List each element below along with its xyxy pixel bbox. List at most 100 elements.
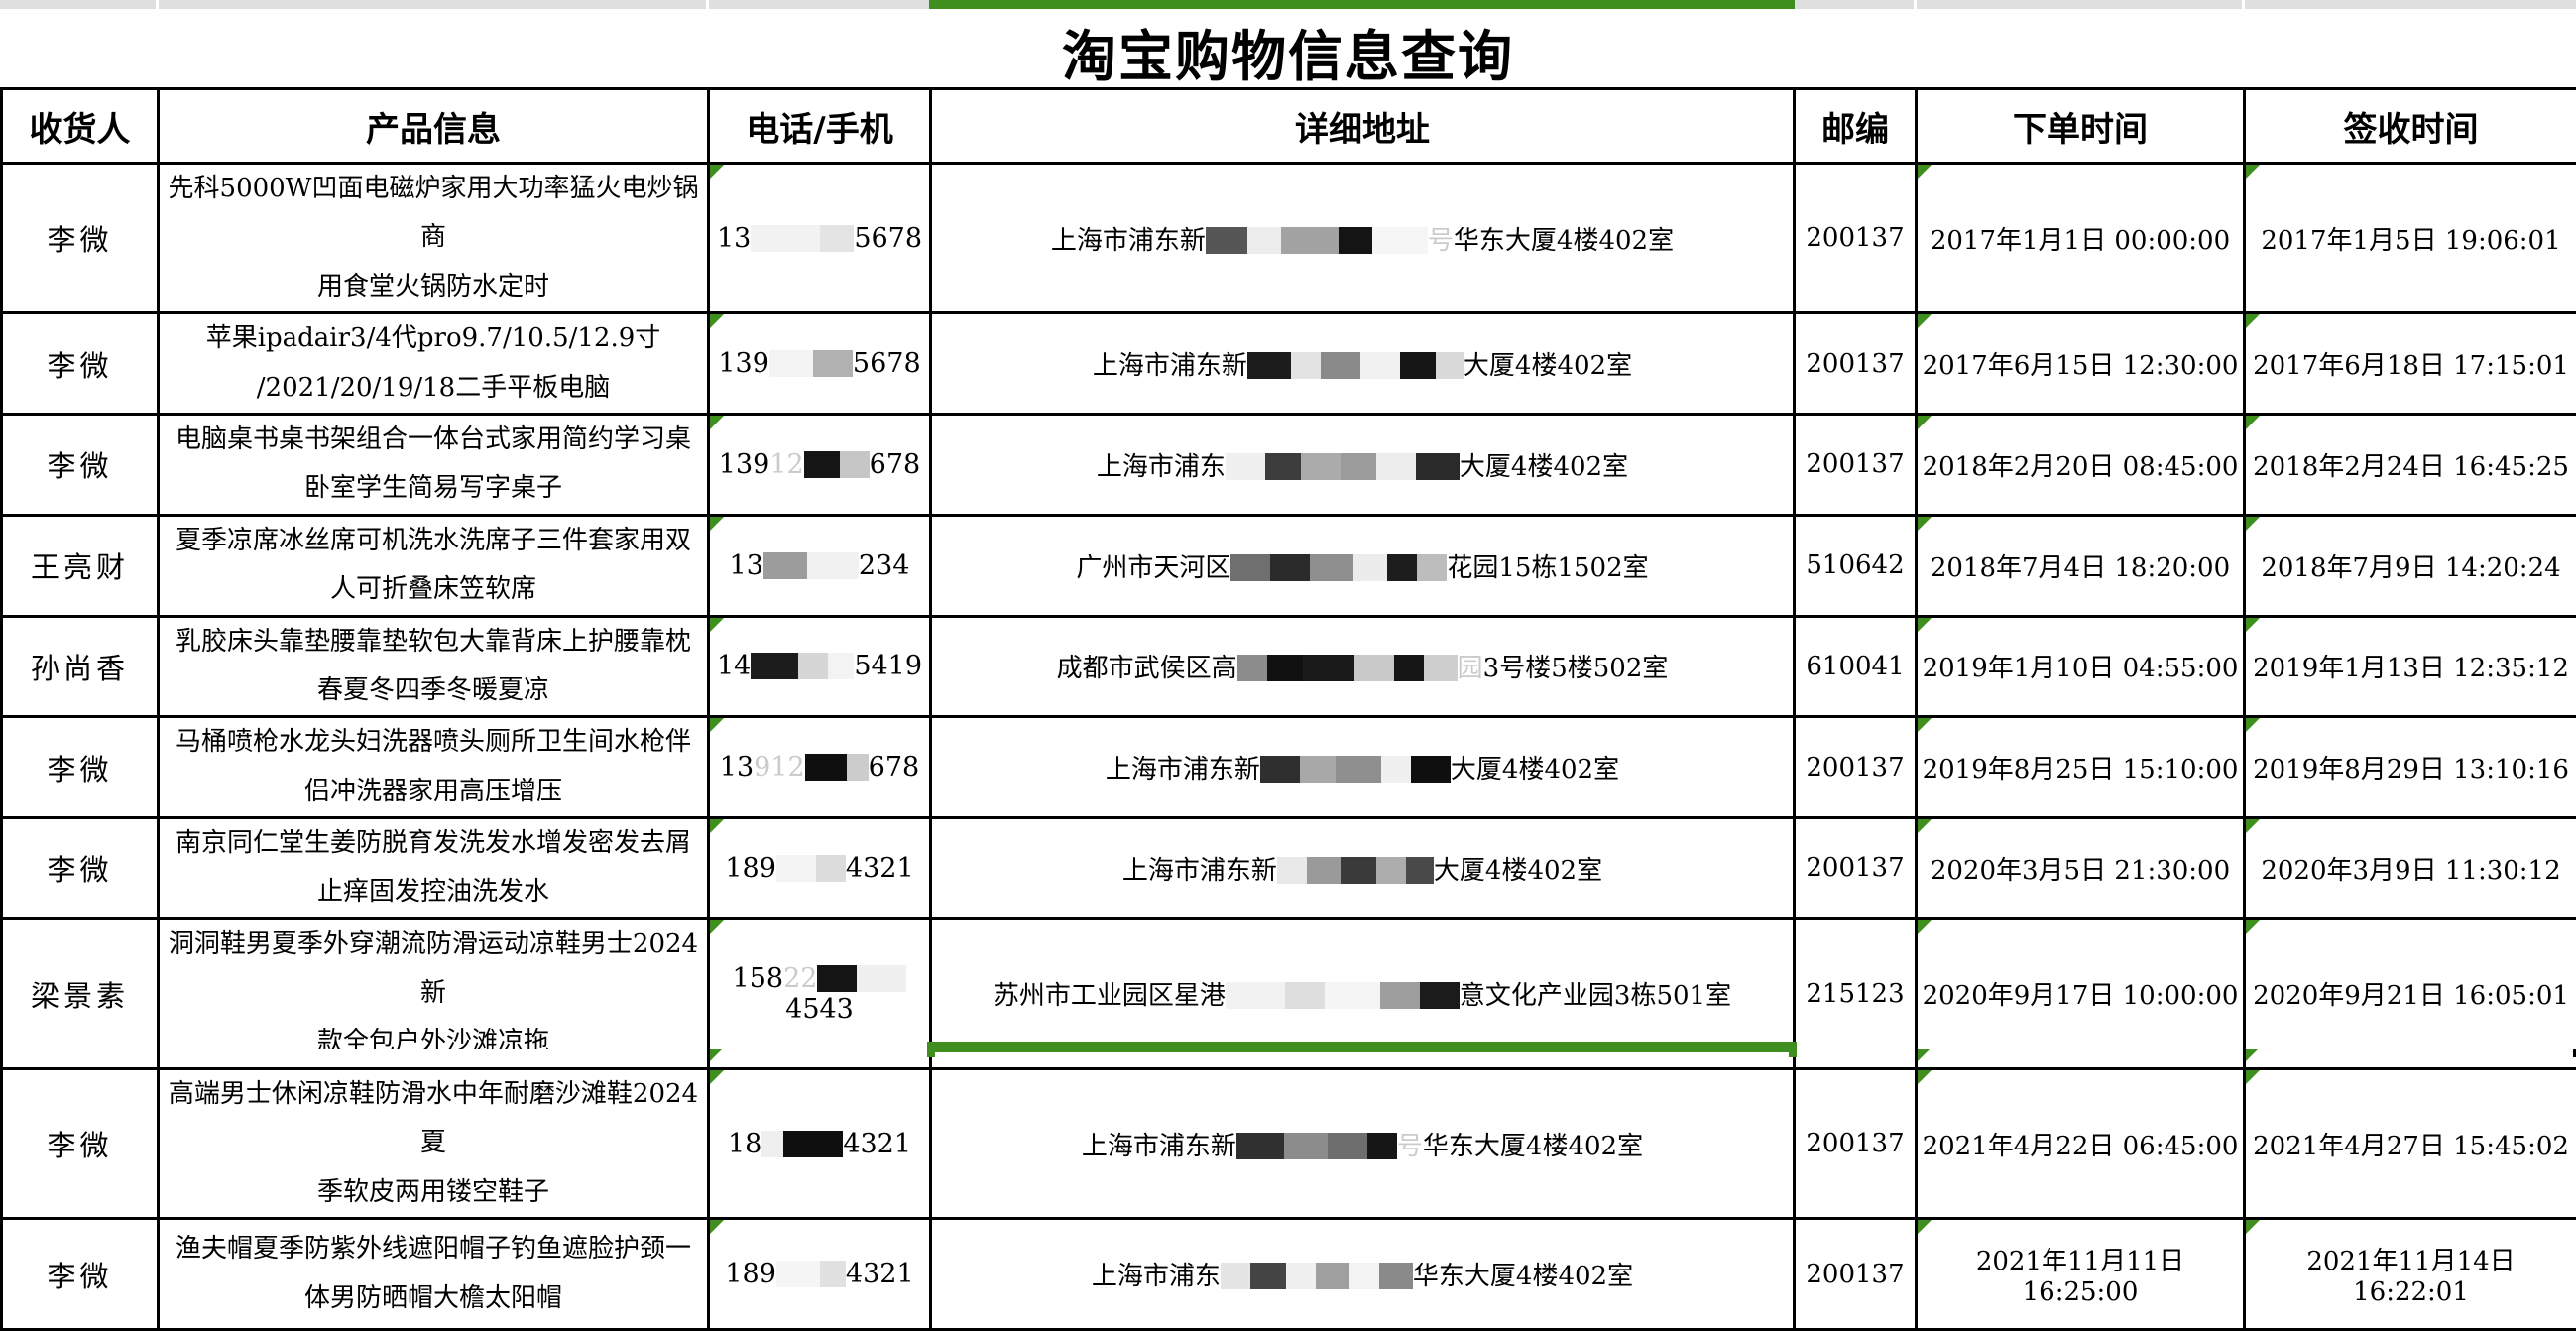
cell-recipient[interactable]: 李微: [2, 717, 159, 818]
cell-order-time[interactable]: 2020年3月5日 21:30:00: [1917, 818, 2245, 919]
redaction-box: [1265, 453, 1301, 480]
cell-sign-time[interactable]: 2020年9月21日 16:05:01: [2245, 918, 2576, 1068]
cell-product[interactable]: 高端男士休闲凉鞋防滑水中年耐磨沙滩鞋2024夏季软皮两用镂空鞋子: [159, 1069, 709, 1219]
product-line: 用食堂火锅防水定时: [164, 263, 703, 311]
cell-sign-time[interactable]: 2017年6月18日 17:15:01: [2245, 313, 2576, 415]
cell-sign-time[interactable]: 2019年1月13日 12:35:12: [2245, 616, 2576, 717]
cell-product[interactable]: 电脑桌书桌书架组合一体台式家用简约学习桌卧室学生简易写字桌子: [159, 414, 709, 515]
cell-address[interactable]: 上海市浦东新号华东大厦4楼402室: [931, 164, 1795, 313]
cell-order-time[interactable]: 2021年11月11日 16:25:00: [1917, 1219, 2245, 1330]
text-fragment: 上海市浦东: [1097, 452, 1226, 482]
cell-product[interactable]: 马桶喷枪水龙头妇洗器喷头厕所卫生间水枪伴侣冲洗器家用高压增压: [159, 717, 709, 818]
cell-postcode[interactable]: 200137: [1795, 1069, 1917, 1219]
redaction-box: [1236, 1133, 1284, 1159]
cell-recipient[interactable]: 李微: [2, 414, 159, 515]
cell-address[interactable]: 上海市浦东新大厦4楼402室: [931, 717, 1795, 818]
cell-order-time[interactable]: 2018年2月20日 08:45:00: [1917, 414, 2245, 515]
cell-postcode[interactable]: 510642: [1795, 515, 1917, 616]
cell-recipient[interactable]: 李微: [2, 1219, 159, 1330]
flag-triangle-icon: [1918, 416, 1932, 429]
cell-postcode[interactable]: 200137: [1795, 1219, 1917, 1330]
cell-order-time[interactable]: 2019年1月10日 04:55:00: [1917, 616, 2245, 717]
cell-recipient[interactable]: 孙尚香: [2, 616, 159, 717]
cell-address[interactable]: 上海市浦东大厦4楼402室: [931, 414, 1795, 515]
cell-recipient[interactable]: 李微: [2, 164, 159, 313]
flag-triangle-icon: [710, 1070, 724, 1084]
cell-sign-time[interactable]: 2018年7月9日 14:20:24: [2245, 515, 2576, 616]
column-header-address[interactable]: 详细地址: [931, 89, 1795, 164]
cell-sign-time[interactable]: 2021年4月27日 15:45:02: [2245, 1069, 2576, 1219]
cell-recipient[interactable]: 王亮财: [2, 515, 159, 616]
cell-address[interactable]: 广州市天河区花园15栋1502室: [931, 515, 1795, 616]
cell-product[interactable]: 苹果ipadair3/4代pro9.7/10.5/12.9寸/2021/20/1…: [159, 313, 709, 415]
cell-postcode[interactable]: 610041: [1795, 616, 1917, 717]
cell-address[interactable]: 上海市浦东新大厦4楼402室: [931, 818, 1795, 919]
cell-product[interactable]: 洞洞鞋男夏季外穿潮流防滑运动凉鞋男士2024新款全包户外沙滩凉拖: [159, 918, 709, 1068]
text-fragment: 大厦4楼402室: [1464, 351, 1632, 381]
redaction-box: [783, 1131, 843, 1157]
cell-address[interactable]: 成都市武侯区高园3号楼5楼502室: [931, 616, 1795, 717]
cell-order-time[interactable]: 2017年1月1日 00:00:00: [1917, 164, 2245, 313]
redaction-box: [1379, 1263, 1413, 1289]
cell-postcode[interactable]: 200137: [1795, 313, 1917, 415]
flag-triangle-icon: [2246, 1049, 2258, 1061]
cell-postcode[interactable]: 200137: [1795, 414, 1917, 515]
redaction-box: [1230, 554, 1270, 581]
redaction-box: [1394, 655, 1424, 681]
redaction-box: [1341, 857, 1376, 884]
cell-address[interactable]: 上海市浦东华东大厦4楼402室: [931, 1219, 1795, 1330]
cell-product[interactable]: 南京同仁堂生姜防脱育发洗发水增发密发去屑止痒固发控油洗发水: [159, 818, 709, 919]
selected-column-highlight[interactable]: [929, 0, 1795, 9]
cell-address[interactable]: 上海市浦东新大厦4楼402室: [931, 313, 1795, 415]
product-line: 人可折叠床笠软席: [164, 565, 703, 614]
column-header-post[interactable]: 邮编: [1795, 89, 1917, 164]
flag-triangle-icon: [2246, 314, 2260, 328]
column-header-product[interactable]: 产品信息: [159, 89, 709, 164]
cell-product[interactable]: 渔夫帽夏季防紫外线遮阳帽子钓鱼遮脸护颈一体男防晒帽大檐太阳帽: [159, 1219, 709, 1330]
product-line: 侣冲洗器家用高压增压: [164, 768, 703, 816]
cell-order-time[interactable]: 2020年9月17日 10:00:00: [1917, 918, 2245, 1068]
redaction-box: [847, 754, 869, 781]
cell-sign-time[interactable]: 2021年11月14日 16:22:01: [2245, 1219, 2576, 1330]
column-header-phone[interactable]: 电话/手机: [709, 89, 931, 164]
cell-sign-time[interactable]: 2020年3月9日 11:30:12: [2245, 818, 2576, 919]
cell-product[interactable]: 乳胶床头靠垫腰靠垫软包大靠背床上护腰靠枕春夏冬四季冬暖夏凉: [159, 616, 709, 717]
cell-recipient[interactable]: 李微: [2, 818, 159, 919]
cell-recipient[interactable]: 李微: [2, 313, 159, 415]
cell-order-time[interactable]: 2019年8月25日 15:10:00: [1917, 717, 2245, 818]
cell-product[interactable]: 夏季凉席冰丝席可机洗水洗席子三件套家用双人可折叠床笠软席: [159, 515, 709, 616]
cell-sign-time[interactable]: 2019年8月29日 13:10:16: [2245, 717, 2576, 818]
cell-postcode[interactable]: 200137: [1795, 164, 1917, 313]
cell-recipient[interactable]: 梁景素: [2, 918, 159, 1068]
cell-sign-time[interactable]: 2017年1月5日 19:06:01: [2245, 164, 2576, 313]
cell-recipient[interactable]: 李微: [2, 1069, 159, 1219]
text-fragment: 158: [733, 963, 784, 994]
cell-postcode[interactable]: 200137: [1795, 818, 1917, 919]
text-fragment: 花园15栋1502室: [1447, 553, 1648, 583]
cell-address[interactable]: 上海市浦东新号华东大厦4楼402室: [931, 1069, 1795, 1219]
text-fragment: 4321: [843, 1129, 911, 1159]
cell-postcode[interactable]: 215123: [1795, 918, 1917, 1068]
cell-order-time[interactable]: 2021年4月22日 06:45:00: [1917, 1069, 2245, 1219]
cell-order-time[interactable]: 2017年6月15日 12:30:00: [1917, 313, 2245, 415]
cell-postcode[interactable]: 200137: [1795, 717, 1917, 818]
cell-product[interactable]: 先科5000W凹面电磁炉家用大功率猛火电炒锅商用食堂火锅防水定时: [159, 164, 709, 313]
cell-phone[interactable]: 158224543: [709, 918, 931, 1068]
column-header-sign[interactable]: 签收时间: [2245, 89, 2576, 164]
column-header-order[interactable]: 下单时间: [1917, 89, 2245, 164]
cell-order-time[interactable]: 2018年7月4日 18:20:00: [1917, 515, 2245, 616]
column-header-strip[interactable]: [0, 0, 2576, 9]
column-header-name[interactable]: 收货人: [2, 89, 159, 164]
cell-sign-time[interactable]: 2018年2月24日 16:45:25: [2245, 414, 2576, 515]
product-line: 渔夫帽夏季防紫外线遮阳帽子钓鱼遮脸护颈一: [164, 1225, 703, 1273]
